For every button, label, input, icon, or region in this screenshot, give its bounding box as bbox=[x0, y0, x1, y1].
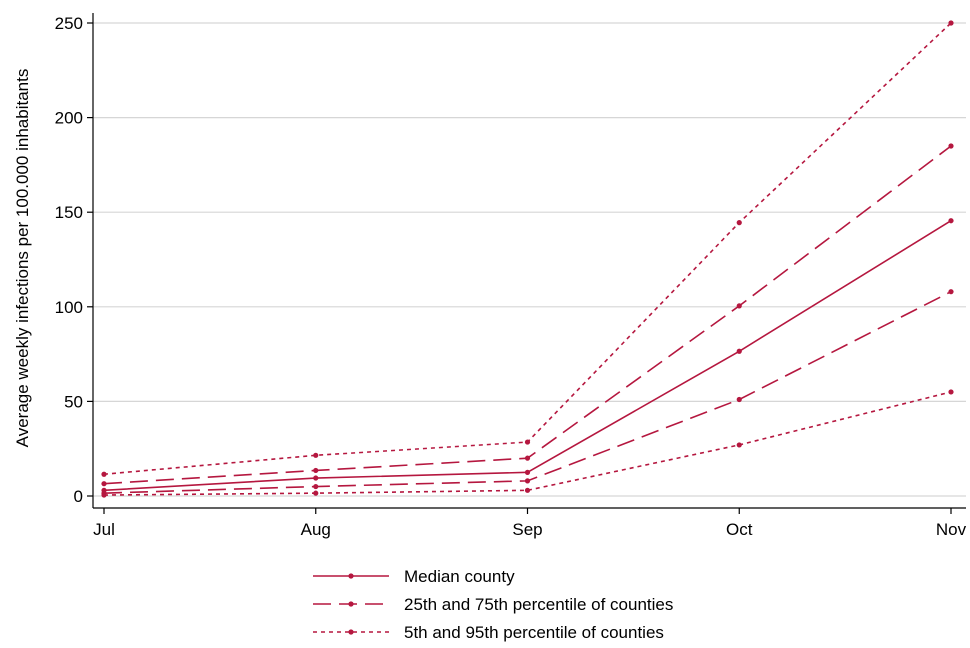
y-axis-title: Average weekly infections per 100.000 in… bbox=[13, 69, 32, 448]
data-point bbox=[948, 389, 954, 395]
axes: 0 50 100 150 200 250 Jul Aug Sep Oct Nov bbox=[55, 13, 967, 539]
x-tick-label: Jul bbox=[93, 520, 115, 539]
y-tick-label: 150 bbox=[55, 203, 83, 222]
series-line-3 bbox=[103, 290, 952, 494]
data-point bbox=[101, 492, 107, 498]
data-point bbox=[736, 220, 742, 226]
legend: Median county 25th and 75th percentile of… bbox=[313, 567, 673, 642]
data-point bbox=[524, 439, 531, 445]
y-tick-label: 0 bbox=[74, 487, 83, 506]
y-tick-label: 250 bbox=[55, 14, 83, 33]
series-lines bbox=[101, 20, 954, 498]
data-point bbox=[524, 469, 531, 475]
y-tick-label: 50 bbox=[64, 392, 83, 411]
series-line-4 bbox=[103, 22, 952, 476]
y-tick-label: 200 bbox=[55, 109, 83, 128]
grid-lines bbox=[93, 22, 966, 497]
legend-label: 5th and 95th percentile of counties bbox=[404, 623, 664, 642]
data-point bbox=[313, 490, 319, 496]
data-point bbox=[524, 455, 531, 461]
data-point bbox=[736, 348, 742, 354]
data-point bbox=[101, 481, 107, 487]
x-tick-label: Sep bbox=[512, 520, 542, 539]
data-point bbox=[948, 143, 954, 149]
data-point bbox=[313, 467, 319, 474]
y-tick-label: 100 bbox=[55, 298, 83, 317]
x-tick-label: Aug bbox=[301, 520, 331, 539]
data-point bbox=[101, 471, 107, 477]
data-point bbox=[948, 20, 954, 26]
data-point bbox=[524, 487, 531, 493]
data-point bbox=[736, 303, 742, 309]
data-point bbox=[948, 218, 954, 224]
legend-marker bbox=[348, 629, 354, 635]
x-tick-label: Oct bbox=[726, 520, 753, 539]
legend-marker bbox=[348, 573, 354, 579]
data-point bbox=[948, 289, 954, 295]
legend-marker bbox=[348, 601, 354, 607]
data-point bbox=[736, 396, 742, 403]
legend-label: Median county bbox=[404, 567, 515, 586]
x-tick-label: Nov bbox=[936, 520, 967, 539]
data-point bbox=[524, 478, 531, 484]
series-line-2 bbox=[103, 145, 952, 485]
series-line-5 bbox=[103, 391, 952, 496]
data-point bbox=[313, 475, 319, 481]
data-point bbox=[313, 452, 319, 458]
data-point bbox=[313, 483, 319, 490]
legend-label: 25th and 75th percentile of counties bbox=[404, 595, 673, 614]
data-point bbox=[736, 442, 742, 448]
